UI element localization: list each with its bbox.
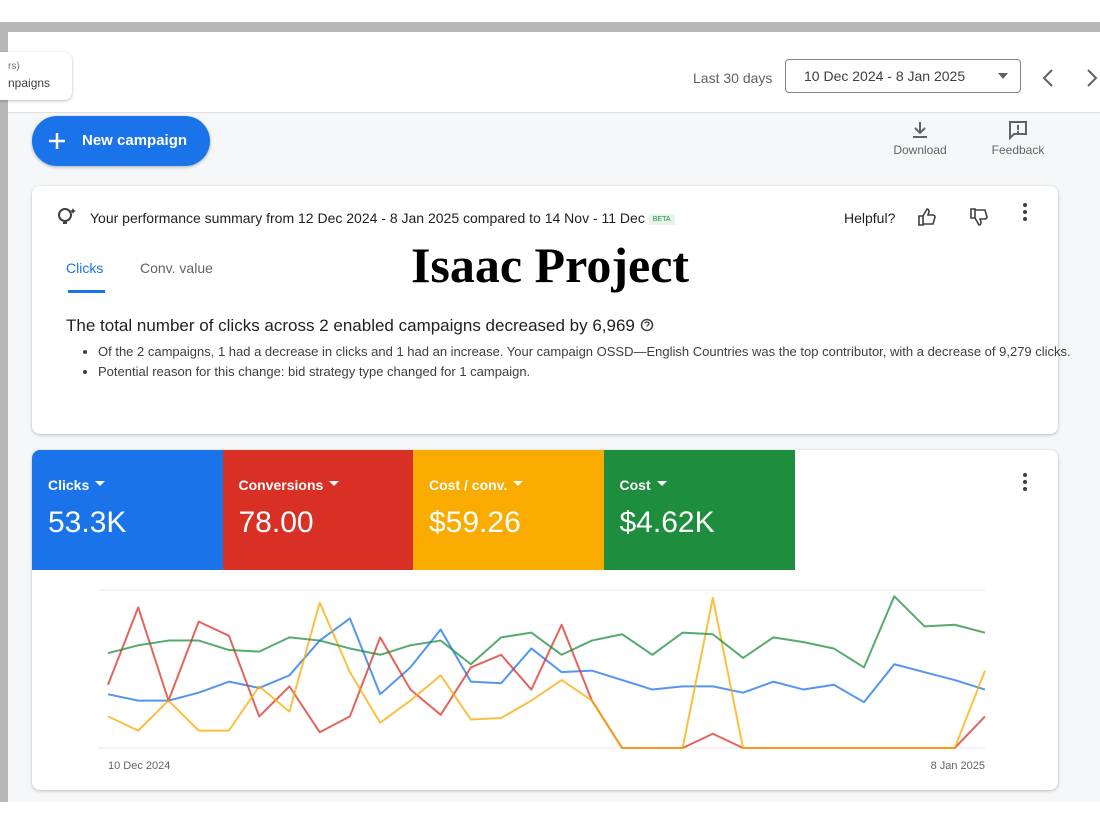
feedback-label: Feedback xyxy=(991,143,1045,157)
metric-total: 78.00 xyxy=(238,506,314,539)
frame-left xyxy=(0,32,8,802)
help-icon[interactable] xyxy=(640,318,654,332)
download-button[interactable]: Download xyxy=(885,120,955,157)
metric-name: Cost xyxy=(619,477,651,493)
metric-total: $59.26 xyxy=(429,506,521,539)
helpful-label: Helpful? xyxy=(844,210,896,226)
tab-line: rs) xyxy=(8,61,20,72)
series-line xyxy=(107,617,986,704)
feedback-icon xyxy=(1009,121,1027,141)
metric-dropdown xyxy=(513,481,524,486)
metric-dropdown xyxy=(95,481,106,486)
date-label: Last 30 days xyxy=(693,70,773,86)
frame-top xyxy=(0,22,1100,32)
tab-line: npaigns xyxy=(8,76,51,90)
watermark: Isaac Project xyxy=(410,237,690,293)
metric-total: 53.3K xyxy=(48,506,127,539)
metric-name: Clicks xyxy=(48,477,90,493)
metric-dropdown xyxy=(329,481,340,486)
summary-title: Your performance summary from 12 Dec 202… xyxy=(90,210,675,226)
metric-name: Cost / conv. xyxy=(429,477,508,493)
date-value: 10 Dec 2024 - 8 Jan 2025 xyxy=(804,68,966,84)
line-chart: 10 Dec 2024 8 Jan 2025 xyxy=(98,589,986,772)
bulb-icon xyxy=(58,208,76,224)
nav-arrows[interactable] xyxy=(1040,68,1100,88)
scorecard[interactable]: Cost / conv. $59.26 xyxy=(413,450,604,570)
metric-total: $4.62K xyxy=(619,506,715,539)
chart-card: Clicks 53.3K Conversions 78.00 Cost / conv. $… xyxy=(32,450,1058,790)
series-line xyxy=(107,595,986,669)
feedback-button[interactable]: Feedback xyxy=(983,120,1053,157)
summary-bullets: Of the 2 campaigns, 1 had a decrease in … xyxy=(48,342,1088,382)
download-icon xyxy=(913,122,927,138)
tab-conv-value[interactable]: Conv. value xyxy=(140,260,213,276)
bottom-margin xyxy=(0,802,1100,825)
view-tab[interactable]: rs) npaigns xyxy=(0,52,72,100)
x-tick-label: 10 Dec 2024 xyxy=(108,760,170,772)
x-tick-label: 8 Jan 2025 xyxy=(931,760,985,772)
plus-icon xyxy=(49,133,65,149)
summary-card: Your performance summary from 12 Dec 202… xyxy=(32,186,1071,434)
scorecard[interactable]: Cost $4.62K xyxy=(603,450,795,570)
tab-indicator xyxy=(68,290,105,293)
download-label: Download xyxy=(893,143,947,157)
beta-badge: BETA xyxy=(648,213,675,225)
metric-dropdown xyxy=(656,481,667,486)
date-picker[interactable]: 10 Dec 2024 - 8 Jan 2025 xyxy=(785,59,1021,93)
bullet: Potential reason for this change: bid st… xyxy=(98,362,1088,382)
summary-headline: The total number of clicks across 2 enab… xyxy=(66,316,654,336)
bullet: Of the 2 campaigns, 1 had a decrease in … xyxy=(98,342,1088,362)
metric-name: Conversions xyxy=(238,477,324,493)
dropdown-arrow xyxy=(998,73,1008,79)
feedback-thumbs[interactable] xyxy=(916,206,996,228)
series-line xyxy=(107,596,986,749)
summary-title-text: Your performance summary from 12 Dec 202… xyxy=(90,210,645,226)
chart-menu[interactable] xyxy=(1020,472,1030,492)
button-label: New campaign xyxy=(82,132,188,149)
series-line xyxy=(107,606,986,749)
scorecard[interactable]: Conversions 78.00 xyxy=(222,450,414,570)
more-menu[interactable] xyxy=(1020,202,1030,222)
headline-text: The total number of clicks across 2 enab… xyxy=(66,316,635,335)
scorecard[interactable]: Clicks 53.3K xyxy=(32,450,223,570)
new-campaign-button[interactable]: New campaign xyxy=(32,116,210,166)
tab-clicks[interactable]: Clicks xyxy=(66,260,104,276)
top-margin xyxy=(0,0,1100,22)
